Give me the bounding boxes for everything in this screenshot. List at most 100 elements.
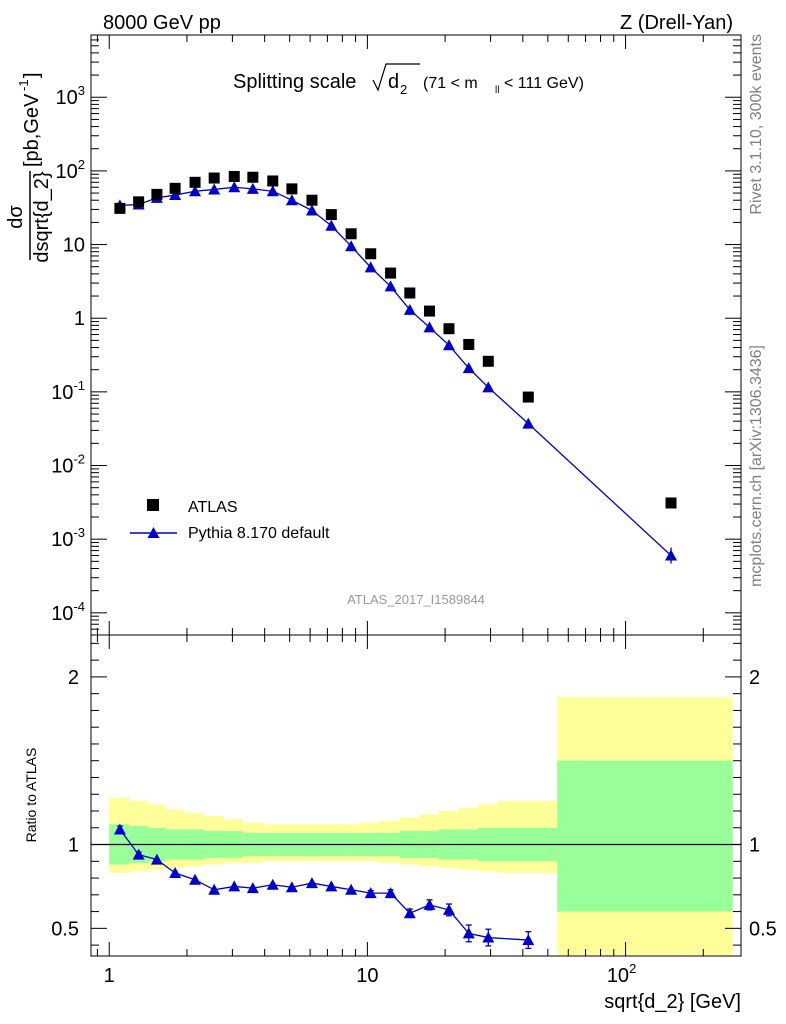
ratio-panel: 0.5 0.5 1 1 2 2 1 10 102 Ratio to ATLAS sqrt{d_… bbox=[23, 634, 777, 1013]
ratio-ylabel: Ratio to ATLAS bbox=[23, 748, 39, 843]
atlas-point bbox=[247, 171, 259, 183]
chart-title: Splitting scale d 2 (71 < m ll < 111 GeV… bbox=[233, 63, 584, 97]
ratio-point bbox=[113, 823, 126, 835]
ratio-ytick-label-right: 2 bbox=[749, 667, 760, 689]
ylabel-numerator: dσ bbox=[5, 205, 27, 229]
ylabel-unit: [pb,GeV bbox=[21, 93, 43, 167]
green-band bbox=[557, 760, 733, 912]
ratio-point bbox=[442, 903, 455, 915]
analysis-watermark: ATLAS_2017_I1589844 bbox=[347, 592, 485, 607]
x-axis-label: sqrt{d_2} [GeV] bbox=[604, 991, 741, 1013]
ratio-point bbox=[246, 882, 259, 894]
ytick-label: 10-1 bbox=[51, 378, 85, 404]
atlas-point bbox=[665, 497, 677, 509]
atlas-point bbox=[463, 338, 475, 350]
ratio-point bbox=[384, 887, 397, 899]
main-ylabel: dσ dsqrt{d_2} [pb,GeV -1 ] bbox=[5, 72, 53, 262]
pythia-point bbox=[305, 204, 318, 216]
ylabel-denominator: dsqrt{d_2} bbox=[31, 171, 53, 263]
pythia-line bbox=[119, 186, 672, 556]
title-range-b: < 111 GeV) bbox=[504, 75, 584, 92]
ratio-ytick-label-left: 0.5 bbox=[51, 918, 79, 940]
main-frame bbox=[90, 34, 742, 636]
ratio-ytick-labels: 0.5 0.5 1 1 2 2 bbox=[51, 667, 777, 940]
ratio-point bbox=[305, 877, 318, 889]
pythia-point bbox=[189, 185, 202, 197]
ytick-label: 10-2 bbox=[51, 452, 85, 478]
ratio-axis-ticks bbox=[91, 635, 741, 956]
main-series bbox=[113, 170, 678, 564]
ratio-point bbox=[364, 887, 377, 899]
atlas-point bbox=[404, 287, 416, 299]
header-right: Z (Drell-Yan) bbox=[620, 12, 733, 34]
ratio-point bbox=[423, 898, 436, 910]
atlas-point bbox=[114, 202, 126, 214]
main-panel: Splitting scale d 2 (71 < m ll < 111 GeV… bbox=[5, 34, 742, 636]
pythia-point bbox=[228, 181, 241, 193]
pythia-point bbox=[325, 219, 338, 231]
title-range-sub: ll bbox=[495, 85, 499, 96]
pythia-point bbox=[442, 339, 455, 351]
ratio-frame bbox=[90, 634, 742, 957]
legend-pythia-label: Pythia 8.170 default bbox=[188, 525, 330, 542]
ytick-label: 10-4 bbox=[51, 599, 85, 625]
atlas-point bbox=[169, 182, 181, 194]
ytick-label: 103 bbox=[56, 83, 85, 109]
ratio-point bbox=[266, 878, 279, 890]
pythia-point bbox=[522, 417, 535, 429]
pythia-point bbox=[482, 381, 495, 393]
pythia-point bbox=[285, 194, 298, 206]
pythia-point bbox=[246, 182, 259, 194]
ytick-label: 1 bbox=[74, 308, 85, 330]
atlas-point bbox=[522, 391, 534, 403]
xtick-label: 1 bbox=[104, 965, 115, 987]
atlas-point bbox=[286, 183, 298, 195]
atlas-point bbox=[267, 175, 279, 187]
ratio-uncertainty-bands bbox=[91, 697, 741, 955]
ratio-point bbox=[285, 881, 298, 893]
pythia-point bbox=[403, 303, 416, 315]
atlas-point bbox=[482, 355, 494, 367]
ytick-label: 102 bbox=[56, 157, 85, 183]
xtick-label: 102 bbox=[607, 961, 636, 987]
pythia-point bbox=[384, 280, 397, 292]
ytick-label: 10 bbox=[63, 235, 85, 257]
legend-atlas-marker bbox=[147, 499, 159, 511]
atlas-point bbox=[365, 248, 377, 260]
legend: ATLAS Pythia 8.170 default bbox=[130, 499, 330, 542]
atlas-point bbox=[423, 305, 435, 317]
title-range-a: (71 < m bbox=[423, 75, 478, 92]
title-subscript: 2 bbox=[400, 82, 407, 97]
pythia-point bbox=[665, 549, 678, 561]
sqrt-sign-icon bbox=[372, 63, 420, 92]
atlas-point bbox=[228, 170, 240, 182]
main-ytick-labels: 10-4 10-3 10-2 10-1 1 10 102 103 bbox=[51, 83, 85, 625]
pythia-point bbox=[169, 189, 182, 201]
xtick-label: 10 bbox=[356, 965, 378, 987]
ratio-point bbox=[462, 927, 475, 939]
ylabel-unit-sup: -1 bbox=[16, 79, 31, 91]
ratio-point bbox=[169, 867, 182, 879]
atlas-point bbox=[189, 176, 201, 188]
pythia-point bbox=[423, 321, 436, 333]
ratio-point bbox=[208, 883, 221, 895]
ratio-point bbox=[132, 848, 145, 860]
ytick-label: 10-3 bbox=[51, 525, 85, 551]
ratio-point bbox=[482, 931, 495, 943]
atlas-point bbox=[345, 228, 357, 240]
rivet-label: Rivet 3.1.10, 300k events bbox=[748, 34, 765, 215]
ratio-ytick-label-left: 1 bbox=[68, 835, 79, 857]
ratio-point bbox=[403, 907, 416, 919]
atlas-point bbox=[325, 209, 337, 221]
main-axis-ticks bbox=[91, 34, 741, 636]
ratio-point bbox=[325, 880, 338, 892]
ratio-point bbox=[228, 880, 241, 892]
ratio-point bbox=[345, 883, 358, 895]
atlas-point bbox=[133, 196, 145, 208]
pythia-point bbox=[208, 183, 221, 195]
ylabel-unit-close: ] bbox=[21, 72, 43, 78]
title-symbol: d bbox=[388, 71, 399, 93]
ratio-ytick-label-right: 1 bbox=[749, 835, 760, 857]
header-left: 8000 GeV pp bbox=[103, 12, 221, 34]
